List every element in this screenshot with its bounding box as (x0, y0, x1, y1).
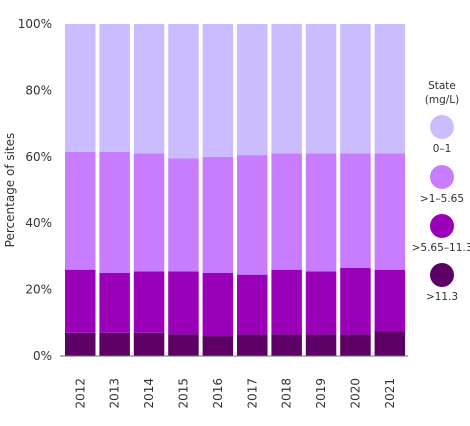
bar-segment-2014-series-3 (133, 24, 165, 154)
bar-segment-2021-series-2 (374, 153, 406, 270)
bar-segment-2016-series-3 (202, 24, 234, 157)
bar-segment-2015-series-2 (168, 158, 199, 272)
bar-segment-2018-series-0 (271, 334, 302, 356)
y-axis-ticks: 0% 20% 40% 60% 80% 100% (18, 17, 52, 363)
bar-segment-2018-series-1 (271, 269, 302, 335)
bar-segment-2014-series-1 (133, 271, 165, 333)
bar-segment-2020-series-1 (340, 268, 371, 335)
y-tick-label: 100% (18, 17, 52, 31)
bar-segment-2021-series-1 (374, 269, 406, 332)
bar-segment-2016-series-2 (202, 156, 234, 273)
x-tick-label: 2021 (383, 378, 397, 409)
legend-label: >11.3 (426, 291, 458, 303)
x-tick-label: 2012 (73, 378, 87, 409)
bar-segment-2013-series-0 (99, 332, 130, 356)
bar-segment-2019-series-2 (305, 153, 337, 272)
legend: State (mg/L) 0–1 >1–5.65 >5.65–11.3 >11.3 (412, 80, 470, 303)
bar-segment-2015-series-1 (168, 271, 199, 335)
legend-swatch (430, 263, 454, 287)
legend-label: >5.65–11.3 (412, 242, 470, 254)
x-tick-label: 2016 (211, 378, 225, 409)
bar-segment-2012-series-1 (65, 269, 96, 333)
bar-segment-2020-series-3 (340, 24, 371, 154)
x-tick-label: 2017 (245, 378, 259, 409)
legend-swatch (430, 165, 454, 189)
bar-segment-2015-series-3 (168, 24, 199, 159)
bar-segment-2016-series-1 (202, 273, 234, 337)
x-tick-label: 2014 (142, 378, 156, 409)
legend-title-line1: State (428, 80, 456, 92)
y-tick-label: 60% (25, 150, 52, 164)
x-tick-label: 2015 (176, 378, 190, 409)
bars-group (65, 24, 406, 356)
x-tick-label: 2013 (108, 378, 122, 409)
bar-segment-2018-series-2 (271, 153, 302, 270)
bar-segment-2019-series-1 (305, 271, 337, 335)
legend-label: 0–1 (433, 143, 452, 155)
y-tick-label: 40% (25, 216, 52, 230)
legend-swatch (430, 214, 454, 238)
bar-segment-2019-series-3 (305, 24, 337, 154)
y-axis-title: Percentage of sites (3, 133, 17, 248)
x-tick-label: 2018 (280, 378, 294, 409)
bar-segment-2016-series-0 (202, 336, 234, 356)
bar-segment-2020-series-2 (340, 153, 371, 269)
x-tick-label: 2020 (348, 378, 362, 409)
legend-swatch (430, 115, 454, 139)
bar-segment-2014-series-0 (133, 332, 165, 356)
y-tick-label: 0% (33, 349, 52, 363)
bar-segment-2017-series-0 (237, 334, 268, 356)
legend-label: >1–5.65 (420, 193, 464, 205)
bar-segment-2018-series-3 (271, 24, 302, 154)
bar-segment-2017-series-2 (237, 155, 268, 275)
bar-segment-2013-series-3 (99, 24, 130, 152)
bar-segment-2015-series-0 (168, 334, 199, 356)
y-tick-label: 80% (25, 83, 52, 97)
bar-segment-2014-series-2 (133, 153, 165, 272)
bar-segment-2020-series-0 (340, 334, 371, 356)
bar-segment-2013-series-2 (99, 151, 130, 273)
bar-segment-2012-series-0 (65, 332, 96, 356)
x-axis-ticks: 2012 2013 2014 2015 2016 2017 2018 2019 2020 2021 (73, 378, 397, 409)
bar-segment-2012-series-2 (65, 151, 96, 270)
bar-segment-2012-series-3 (65, 24, 96, 152)
bar-segment-2013-series-1 (99, 273, 130, 333)
x-tick-label: 2019 (314, 378, 328, 409)
bar-segment-2021-series-3 (374, 24, 406, 154)
bar-segment-2017-series-1 (237, 274, 268, 335)
y-tick-label: 20% (25, 283, 52, 297)
bar-segment-2017-series-3 (237, 24, 268, 156)
legend-title-line2: (mg/L) (425, 94, 459, 106)
bar-segment-2019-series-0 (305, 334, 337, 356)
bar-segment-2021-series-0 (374, 331, 406, 356)
